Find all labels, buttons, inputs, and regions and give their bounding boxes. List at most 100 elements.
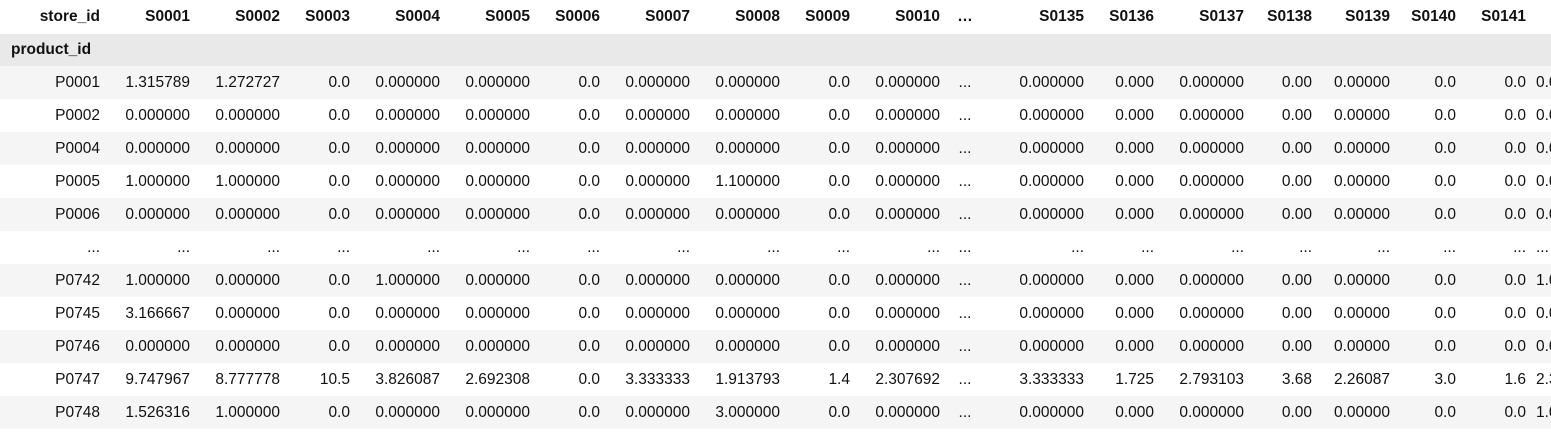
- table-cell: 0.000000: [856, 297, 946, 330]
- table-cell: 0.0: [536, 165, 606, 198]
- table-cell: 0.0: [786, 132, 856, 165]
- table-cell: 0.0: [286, 396, 356, 429]
- table-cell: 0.00: [1250, 396, 1318, 429]
- table-row: P0742 1.000000 0.000000 0.0 1.000000 0.000000…: [0, 264, 1551, 297]
- table-row: P0747 9.747967 8.777778 10.5 3.826087 2.69230…: [0, 363, 1551, 396]
- table-cell: 0.000000: [1160, 66, 1250, 99]
- table-cell: ...: [106, 231, 196, 264]
- table-cell: 1.000000: [106, 165, 196, 198]
- table-cell: 0.000000: [984, 132, 1090, 165]
- table-cell: 0.0: [536, 363, 606, 396]
- table-cell: 0.0: [1532, 330, 1551, 363]
- table-cell: 1.000000: [196, 165, 286, 198]
- table-cell: 0.000000: [856, 66, 946, 99]
- table-cell: 0.00000: [1318, 264, 1396, 297]
- table-cell: 0.000000: [984, 264, 1090, 297]
- ellipsis-cell: ...: [946, 297, 984, 330]
- table-cell: ...: [1462, 231, 1532, 264]
- table-cell: 0.000000: [196, 297, 286, 330]
- table-cell: 0.000000: [356, 66, 446, 99]
- table-row: P0748 1.526316 1.000000 0.0 0.000000 0.000000…: [0, 396, 1551, 429]
- table-cell: 0.000000: [356, 132, 446, 165]
- table-cell: 3.000000: [696, 396, 786, 429]
- table-cell: 9.747967: [106, 363, 196, 396]
- table-cell: 0.0: [1396, 264, 1462, 297]
- table-cell: 0.000000: [446, 198, 536, 231]
- table-cell: ...: [1396, 231, 1462, 264]
- table-cell: 1.725: [1090, 363, 1160, 396]
- table-cell: 0.000000: [606, 165, 696, 198]
- row-index-label: P0006: [0, 198, 106, 231]
- table-cell: 0.0: [1532, 132, 1551, 165]
- table-cell: 1.913793: [696, 363, 786, 396]
- table-cell: ...: [1090, 231, 1160, 264]
- table-cell: 0.000: [1090, 99, 1160, 132]
- table-cell: 0.00: [1250, 297, 1318, 330]
- table-row: P0745 3.166667 0.000000 0.0 0.000000 0.000000…: [0, 297, 1551, 330]
- table-cell: 0.0: [1396, 99, 1462, 132]
- ellipsis-cell: ...: [946, 66, 984, 99]
- table-cell: 0.0: [1532, 165, 1551, 198]
- table-cell: 0.000000: [196, 99, 286, 132]
- table-cell: 0.0: [786, 297, 856, 330]
- table-cell: 0.000000: [446, 132, 536, 165]
- table-cell: 0.000000: [196, 198, 286, 231]
- table-cell: 0.000000: [606, 297, 696, 330]
- table-cell: 0.0: [1396, 132, 1462, 165]
- table-cell: 1.000000: [106, 264, 196, 297]
- table-cell: 0.000000: [606, 264, 696, 297]
- table-cell: 0.0: [286, 198, 356, 231]
- table-cell: 0.000000: [356, 297, 446, 330]
- table-cell: 1.272727: [196, 66, 286, 99]
- table-cell: 0.000: [1090, 396, 1160, 429]
- table-cell: 0.000000: [106, 330, 196, 363]
- table-cell: 0.000: [1090, 132, 1160, 165]
- table-cell: 0.000: [1090, 66, 1160, 99]
- row-index-label: ...: [0, 231, 106, 264]
- table-cell: 0.000000: [446, 297, 536, 330]
- table-cell: 0.000000: [856, 198, 946, 231]
- table-cell: 0.000000: [356, 330, 446, 363]
- table-cell: 10.5: [286, 363, 356, 396]
- column-header: S0137: [1160, 0, 1250, 34]
- table-cell: 0.00: [1250, 99, 1318, 132]
- table-cell: 0.0: [1396, 165, 1462, 198]
- table-cell: 1.000000: [196, 396, 286, 429]
- table-cell: 0.000000: [356, 198, 446, 231]
- table-cell: 0.000000: [106, 132, 196, 165]
- table-cell: 0.0: [1532, 198, 1551, 231]
- table-cell: ...: [536, 231, 606, 264]
- table-cell: 0.00000: [1318, 66, 1396, 99]
- table-cell: 0.000000: [696, 330, 786, 363]
- table-cell: 0.0: [1396, 297, 1462, 330]
- column-header: S0001: [106, 0, 196, 34]
- ellipsis-cell: ...: [946, 264, 984, 297]
- table-cell: 0.00000: [1318, 330, 1396, 363]
- table-cell: 0.000000: [1160, 198, 1250, 231]
- row-index-label: P0001: [0, 66, 106, 99]
- table-row: P0746 0.000000 0.000000 0.0 0.000000 0.000000…: [0, 330, 1551, 363]
- column-header: S0141: [1462, 0, 1532, 34]
- table-cell: 0.0: [1532, 99, 1551, 132]
- table-cell: 0.0: [1462, 165, 1532, 198]
- table-cell: 0.00000: [1318, 132, 1396, 165]
- table-cell: 0.000000: [856, 99, 946, 132]
- table-cell: 0.000000: [1160, 99, 1250, 132]
- table-cell: 0.0: [286, 297, 356, 330]
- table-cell: 0.000000: [696, 198, 786, 231]
- ellipsis-cell: ...: [946, 165, 984, 198]
- table-cell: 0.000000: [1160, 264, 1250, 297]
- table-cell: 0.000: [1090, 198, 1160, 231]
- column-header-empty: [1532, 0, 1551, 34]
- table-cell: ...: [356, 231, 446, 264]
- table-body: P0001 1.315789 1.272727 0.0 0.000000 0.000000…: [0, 66, 1551, 429]
- table-row: P0005 1.000000 1.000000 0.0 0.000000 0.000000…: [0, 165, 1551, 198]
- row-index-label: P0745: [0, 297, 106, 330]
- row-index-label: P0748: [0, 396, 106, 429]
- table-cell: 0.000000: [356, 165, 446, 198]
- table-cell: 0.000000: [356, 396, 446, 429]
- table-cell: 3.333333: [984, 363, 1090, 396]
- table-cell: 0.0: [786, 165, 856, 198]
- table-cell: 0.0: [786, 99, 856, 132]
